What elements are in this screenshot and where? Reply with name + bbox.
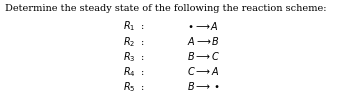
- Text: $A \longrightarrow B$: $A \longrightarrow B$: [187, 35, 220, 47]
- Text: $R_4$  :: $R_4$ :: [123, 65, 145, 79]
- Text: $C \longrightarrow A$: $C \longrightarrow A$: [187, 65, 220, 77]
- Text: $R_1$  :: $R_1$ :: [123, 20, 145, 33]
- Text: $R_2$  :: $R_2$ :: [123, 35, 145, 49]
- Text: Determine the steady state of the following the reaction scheme:: Determine the steady state of the follow…: [5, 4, 326, 13]
- Text: $B \longrightarrow C$: $B \longrightarrow C$: [187, 50, 220, 62]
- Text: $\bullet \longrightarrow A$: $\bullet \longrightarrow A$: [187, 20, 219, 32]
- Text: $R_5$  :: $R_5$ :: [123, 80, 145, 94]
- Text: $R_3$  :: $R_3$ :: [123, 50, 145, 64]
- Text: $B \longrightarrow \bullet$: $B \longrightarrow \bullet$: [187, 80, 220, 92]
